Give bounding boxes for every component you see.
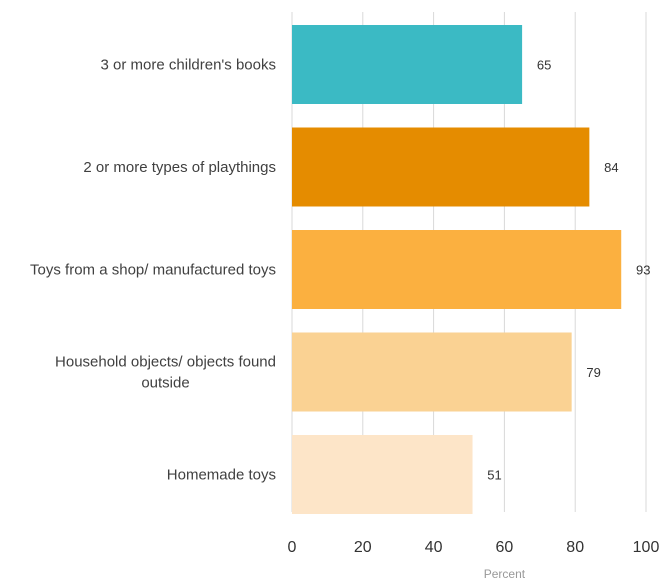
bar	[292, 332, 572, 412]
data-label: 93	[636, 263, 650, 278]
data-label: 79	[586, 365, 600, 380]
category-label: Homemade toys	[167, 467, 276, 484]
data-labels: 65 84 93 79 51	[487, 58, 650, 483]
x-axis-title: Percent	[484, 567, 526, 581]
x-tick-label: 40	[425, 539, 443, 556]
x-tick-label: 0	[288, 539, 297, 556]
x-tick-label: 100	[633, 539, 660, 556]
data-label: 65	[537, 58, 551, 73]
bars	[292, 25, 622, 514]
x-tick-label: 60	[496, 539, 514, 556]
data-label: 84	[604, 160, 618, 175]
x-tick-labels: 0 20 40 60 80 100	[288, 539, 660, 556]
bar	[292, 435, 473, 514]
x-tick-label: 80	[566, 539, 584, 556]
category-labels: 3 or more children's books 2 or more type…	[30, 57, 276, 484]
bar	[292, 230, 622, 309]
category-label: 2 or more types of playthings	[83, 159, 276, 176]
bar	[292, 25, 523, 104]
data-label: 51	[487, 468, 501, 483]
bar	[292, 127, 590, 207]
category-label: 3 or more children's books	[101, 57, 276, 74]
category-label: Toys from a shop/ manufactured toys	[30, 262, 276, 279]
category-label: Household objects/ objects found outside	[55, 354, 276, 392]
x-tick-label: 20	[354, 539, 372, 556]
